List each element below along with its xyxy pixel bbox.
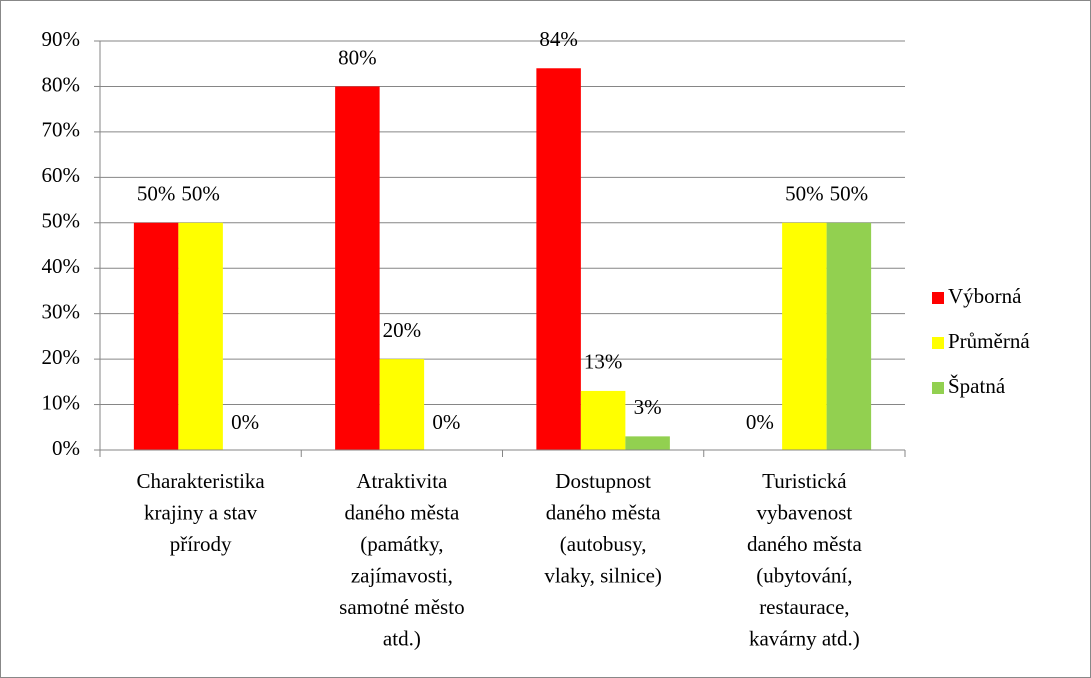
legend-swatch (932, 292, 944, 304)
legend-swatch (932, 337, 944, 349)
bar (178, 222, 223, 450)
bar (536, 68, 581, 451)
y-tick-label: 20% (42, 345, 81, 369)
x-tick-label: přírody (170, 532, 232, 556)
x-tick-label: Dostupnost (555, 469, 651, 493)
y-tick-label: 80% (42, 72, 81, 96)
x-tick-label: krajiny a stav (144, 500, 258, 524)
data-label: 50% (785, 182, 824, 206)
bar (335, 86, 380, 450)
x-tick-label: (autobusy, (560, 532, 647, 556)
y-tick-label: 30% (42, 299, 81, 323)
data-label: 50% (137, 182, 176, 206)
bar (379, 359, 425, 450)
y-tick-label: 40% (42, 254, 81, 278)
legend-label: Průměrná (948, 329, 1030, 353)
x-tick-label: daného města (344, 500, 460, 524)
x-tick-label: (památky, (360, 532, 443, 556)
x-tick-label: zajímavosti, (351, 563, 453, 587)
x-tick-label: Turistická (762, 469, 847, 493)
x-tick-label: (ubytování, (756, 563, 852, 587)
y-tick-label: 90% (42, 27, 81, 51)
x-tick-label: samotné město (339, 595, 464, 619)
data-label: 0% (432, 410, 460, 434)
x-tick-label: vybavenost (757, 500, 853, 524)
legend-swatch (932, 382, 944, 394)
data-label: 13% (584, 350, 623, 374)
data-label: 50% (181, 182, 220, 206)
data-label: 50% (830, 182, 869, 206)
data-label: 84% (539, 27, 578, 51)
legend-label: Špatná (948, 374, 1006, 398)
x-tick-label: atd.) (383, 626, 421, 650)
bar (133, 222, 179, 450)
x-tick-label: Charakteristika (136, 469, 265, 493)
x-tick-label: Atraktivita (356, 469, 448, 493)
data-label: 3% (634, 395, 662, 419)
data-label: 80% (338, 45, 377, 69)
bar (625, 436, 670, 450)
bar (580, 390, 626, 450)
y-tick-label: 10% (42, 390, 81, 414)
bar (782, 222, 827, 450)
x-tick-label: daného města (546, 500, 662, 524)
x-tick-label: kavárny atd.) (749, 626, 860, 650)
legend-label: Výborná (948, 284, 1022, 308)
y-tick-label: 50% (42, 209, 81, 233)
data-label: 0% (231, 410, 259, 434)
x-tick-label: daného města (747, 532, 863, 556)
x-tick-label: restaurace, (759, 595, 849, 619)
data-label: 20% (383, 318, 422, 342)
y-tick-label: 60% (42, 163, 81, 187)
y-tick-label: 0% (52, 436, 80, 460)
x-tick-label: vlaky, silnice) (544, 563, 662, 587)
bar (826, 222, 872, 450)
y-tick-label: 70% (42, 118, 81, 142)
data-label: 0% (746, 410, 774, 434)
